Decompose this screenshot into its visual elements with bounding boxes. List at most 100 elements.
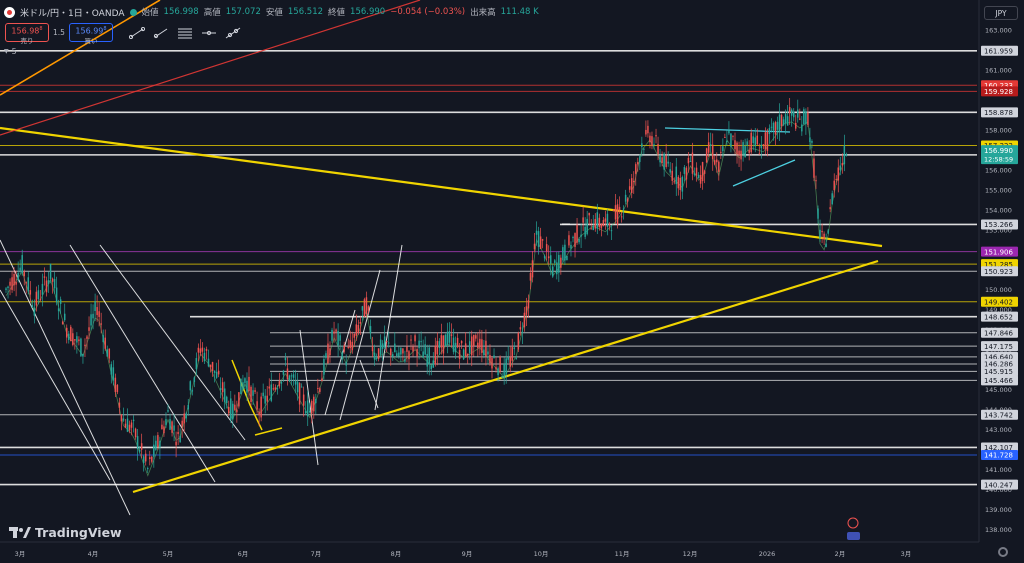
candle-body bbox=[511, 347, 513, 361]
price-label-badge bbox=[981, 442, 1018, 453]
price-label-text: 142.107 bbox=[984, 444, 1013, 452]
candle-body bbox=[371, 346, 374, 352]
candle-body bbox=[564, 244, 566, 261]
candle-body bbox=[612, 209, 615, 212]
horizontal-line-icon[interactable] bbox=[200, 26, 218, 40]
candle-body bbox=[90, 314, 92, 326]
candle-body bbox=[456, 337, 459, 348]
candle-body bbox=[620, 216, 623, 218]
yellow-resistance-line bbox=[0, 126, 883, 248]
candle-body bbox=[837, 167, 840, 181]
candle-body bbox=[138, 449, 141, 452]
candle-body bbox=[108, 348, 111, 359]
candle-body bbox=[742, 142, 744, 155]
candle-body bbox=[185, 413, 187, 419]
candle-body bbox=[790, 109, 793, 116]
candle-body bbox=[63, 313, 66, 321]
price-label-text: 149.402 bbox=[984, 298, 1013, 306]
x-tick-label: 9月 bbox=[462, 550, 473, 558]
candle-body bbox=[635, 164, 637, 174]
indicator-legend[interactable]: ▼ 5 bbox=[4, 47, 17, 56]
fib-icon[interactable] bbox=[176, 26, 194, 40]
settings-icon[interactable] bbox=[998, 547, 1008, 557]
countdown-text: 12:58:59 bbox=[984, 156, 1013, 164]
candle-body bbox=[509, 357, 511, 367]
candle-body bbox=[317, 388, 319, 390]
candle-body bbox=[560, 257, 562, 268]
candle-body bbox=[833, 180, 835, 191]
candle-body bbox=[300, 386, 303, 388]
y-tick-label: 158.000 bbox=[985, 126, 1012, 134]
drawing-toolbar bbox=[128, 26, 242, 40]
candle-body bbox=[746, 141, 748, 146]
candle-body bbox=[19, 267, 21, 271]
spike-line-1 bbox=[324, 309, 356, 416]
candle-body bbox=[181, 420, 183, 427]
candle-body bbox=[821, 230, 823, 233]
candle-body bbox=[653, 144, 655, 146]
collapse-chevron-icon[interactable]: ▼ bbox=[4, 48, 9, 55]
buy-button[interactable]: 156.998 買い bbox=[69, 23, 113, 45]
currency-selector[interactable]: JPY bbox=[984, 6, 1018, 20]
candle-body bbox=[527, 300, 530, 309]
candle-body bbox=[173, 425, 175, 431]
candle-body bbox=[726, 141, 728, 143]
channel-line-1 bbox=[0, 239, 131, 516]
trade-panel: 156.988 売り 1.5 156.998 買い bbox=[5, 23, 113, 45]
candle-body bbox=[780, 114, 783, 127]
candle-body bbox=[420, 341, 422, 343]
red-trend-line bbox=[0, 0, 421, 136]
candle-body bbox=[418, 340, 420, 349]
price-label-badge bbox=[981, 450, 1018, 461]
candle-body bbox=[21, 255, 23, 274]
yellow-support-line bbox=[132, 259, 879, 494]
price-label-text: 158.878 bbox=[984, 109, 1013, 117]
price-label-badge bbox=[981, 266, 1018, 277]
trend-line-icon[interactable] bbox=[128, 26, 146, 40]
extended-line-icon[interactable] bbox=[224, 26, 242, 40]
candle-body bbox=[142, 456, 145, 464]
candle-body bbox=[477, 342, 479, 349]
candle-body bbox=[685, 167, 688, 180]
candle-body bbox=[667, 161, 669, 164]
ray-icon[interactable] bbox=[152, 26, 170, 40]
candle-body bbox=[728, 130, 730, 134]
candle-body bbox=[353, 333, 356, 338]
candle-body bbox=[428, 347, 430, 365]
price-label-text: 153.266 bbox=[984, 221, 1013, 229]
candle-body bbox=[234, 404, 236, 410]
candle-body bbox=[442, 335, 445, 354]
symbol-title[interactable]: 米ドル/円・1日・OANDA bbox=[20, 8, 125, 19]
candle-body bbox=[722, 146, 724, 152]
candle-body bbox=[313, 396, 315, 412]
candle-body bbox=[537, 231, 540, 247]
sell-button[interactable]: 156.988 売り bbox=[5, 23, 49, 45]
price-label-text: 147.175 bbox=[984, 343, 1013, 351]
candle-body bbox=[807, 112, 809, 125]
candle-body bbox=[570, 244, 572, 249]
candle-body bbox=[331, 329, 333, 341]
candle-body bbox=[219, 388, 222, 391]
price-label-text: 145.915 bbox=[984, 368, 1013, 376]
event-lightning-icon bbox=[847, 517, 859, 529]
candle-body bbox=[778, 114, 781, 132]
candle-body bbox=[539, 236, 542, 249]
candle-body bbox=[545, 244, 548, 252]
y-tick-label: 155.000 bbox=[985, 186, 1012, 194]
candle-body bbox=[819, 229, 821, 238]
candle-body bbox=[752, 136, 754, 144]
candle-body bbox=[501, 376, 503, 378]
candle-body bbox=[760, 144, 763, 149]
candle-body bbox=[149, 457, 151, 460]
candle-body bbox=[462, 349, 465, 360]
candle-body bbox=[839, 165, 842, 171]
candle-body bbox=[410, 339, 412, 341]
candle-body bbox=[171, 421, 173, 433]
price-label-badge bbox=[981, 479, 1018, 490]
candle-body bbox=[294, 380, 297, 385]
buy-price-sup: 8 bbox=[103, 26, 107, 32]
candle-body bbox=[829, 207, 831, 210]
candle-body bbox=[72, 333, 74, 346]
candle-body bbox=[766, 131, 769, 151]
